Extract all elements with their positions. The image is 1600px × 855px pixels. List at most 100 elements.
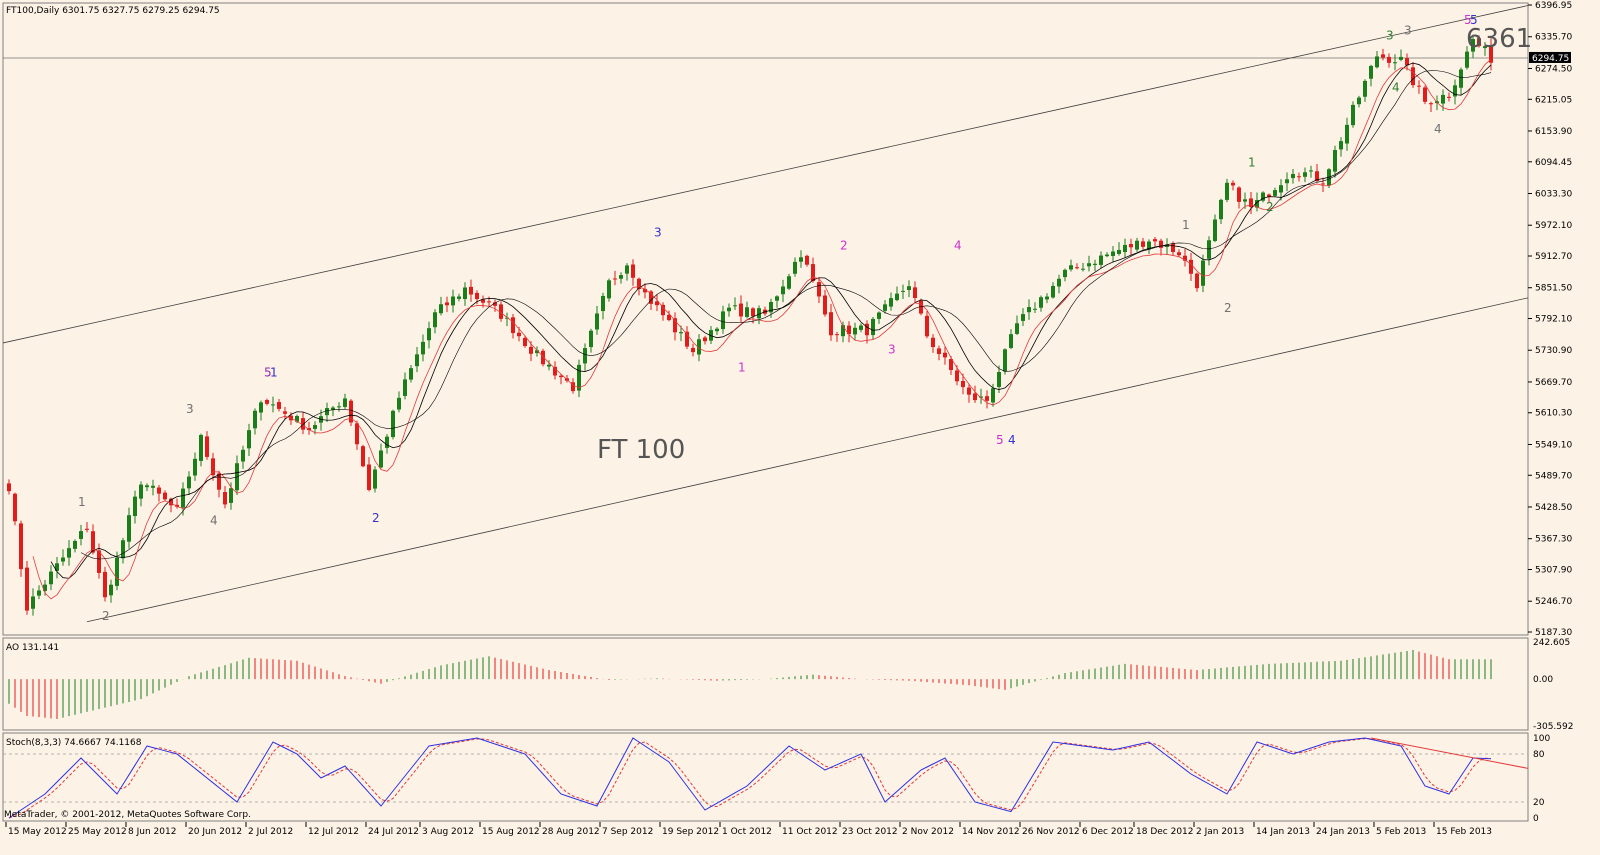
price-tick-label: 5549.10 <box>1535 440 1572 450</box>
candle <box>457 293 461 302</box>
price-tick-label: 5972.10 <box>1535 221 1572 231</box>
date-tick: 19 Sep 2012 <box>659 822 719 837</box>
candle <box>613 270 617 286</box>
awesome-oscillator-pane[interactable]: AO 131.141 242.605 0.00 -305.592 <box>2 637 1573 732</box>
candle <box>349 399 353 427</box>
price-tick: 5912.70 <box>1528 252 1572 262</box>
candle <box>1315 164 1319 183</box>
stoch-trendline <box>1370 737 1529 769</box>
price-tick: 5972.10 <box>1528 221 1572 231</box>
candle <box>301 412 305 435</box>
candle <box>379 443 383 469</box>
symbol-header: FT100,Daily 6301.75 6327.75 6279.25 6294… <box>6 6 220 16</box>
wave-label: 4 <box>1392 81 1400 95</box>
candle <box>979 388 983 404</box>
candle <box>1471 34 1475 59</box>
price-tick: 5792.10 <box>1528 315 1572 325</box>
price-tick: 6335.70 <box>1528 33 1572 43</box>
candle <box>1291 168 1295 184</box>
candle <box>589 328 593 353</box>
candle <box>79 524 83 546</box>
candle <box>97 543 101 579</box>
candle <box>1015 315 1019 336</box>
candle <box>715 327 719 335</box>
candle <box>265 398 269 406</box>
date-tick-label: 15 Feb 2013 <box>1436 827 1492 837</box>
date-tick: 18 Dec 2012 <box>1133 822 1194 837</box>
candle <box>55 557 59 579</box>
date-tick-label: 20 Jun 2012 <box>188 827 242 837</box>
price-axis: 6396.95 6335.70 6274.50 6215.05 6153.90 6094.… <box>1528 1 1572 638</box>
candle <box>1249 192 1253 215</box>
candle <box>1351 101 1355 128</box>
candle <box>751 307 755 324</box>
ma-slow-line <box>32 58 1492 600</box>
candle <box>571 378 575 394</box>
price-tick-label: 6033.30 <box>1535 189 1572 199</box>
price-tick: 5307.90 <box>1528 565 1572 575</box>
candle <box>1321 177 1325 192</box>
ao-histogram <box>8 650 1492 720</box>
candle <box>733 297 737 311</box>
date-tick-label: 1 Oct 2012 <box>722 827 772 837</box>
candle <box>817 278 821 304</box>
price-tick: 6033.30 <box>1528 189 1572 199</box>
date-tick: 2 Nov 2012 <box>899 822 954 837</box>
candle <box>901 284 905 299</box>
date-tick-label: 19 Sep 2012 <box>662 827 719 837</box>
date-tick: 15 May 2012 <box>5 822 67 837</box>
candle <box>1267 193 1271 203</box>
candle <box>967 383 971 403</box>
candle <box>553 361 557 380</box>
date-tick: 14 Nov 2012 <box>959 822 1020 837</box>
candle <box>1147 239 1151 254</box>
date-tick-label: 28 Aug 2012 <box>542 827 600 837</box>
date-tick-label: 2 Jan 2013 <box>1196 827 1244 837</box>
price-tick-label: 5489.70 <box>1535 471 1572 481</box>
candle <box>409 364 413 383</box>
candle <box>583 343 587 371</box>
candle <box>535 346 539 357</box>
candle <box>415 347 419 373</box>
candle <box>1129 238 1133 256</box>
price-pane[interactable]: 6396.95 6335.70 6274.50 6215.05 6153.90 6094.… <box>2 1 1572 638</box>
candle <box>1417 80 1421 94</box>
candle <box>811 257 815 283</box>
candle <box>1309 165 1313 178</box>
candle <box>685 326 689 350</box>
candle <box>307 421 311 435</box>
candle <box>115 551 119 591</box>
candle <box>361 444 365 468</box>
candle <box>859 323 863 333</box>
stochastic-pane[interactable]: Stoch(8,3,3) 74.6667 74.1168 100 80 20 0 Me… <box>2 732 1550 824</box>
candle <box>1039 295 1043 312</box>
candle <box>331 406 335 417</box>
date-tick-label: 24 Jan 2013 <box>1316 827 1370 837</box>
price-tick: 5367.30 <box>1528 535 1572 545</box>
candle <box>1363 79 1367 102</box>
wave-label: 2 <box>1224 301 1232 315</box>
candle <box>463 282 467 306</box>
candle <box>1033 302 1037 314</box>
candle <box>877 311 881 324</box>
price-tick-label: 5428.50 <box>1535 503 1572 513</box>
candle <box>775 295 779 308</box>
candle <box>949 356 953 376</box>
candle <box>193 452 197 481</box>
candle <box>1399 49 1403 62</box>
price-tick-label: 5187.30 <box>1535 628 1572 638</box>
price-tick: 5730.90 <box>1528 346 1572 356</box>
candle <box>1075 263 1079 270</box>
candle <box>61 549 65 566</box>
candle <box>847 321 851 343</box>
candle <box>493 299 497 312</box>
ma-fast-line <box>50 62 1492 579</box>
price-tick-label: 5669.70 <box>1535 378 1572 388</box>
candle <box>1219 198 1223 224</box>
candle <box>541 348 545 367</box>
date-tick: 3 Aug 2012 <box>419 822 474 837</box>
candle <box>793 257 797 277</box>
candle <box>1189 252 1193 281</box>
date-tick-label: 26 Nov 2012 <box>1022 827 1080 837</box>
